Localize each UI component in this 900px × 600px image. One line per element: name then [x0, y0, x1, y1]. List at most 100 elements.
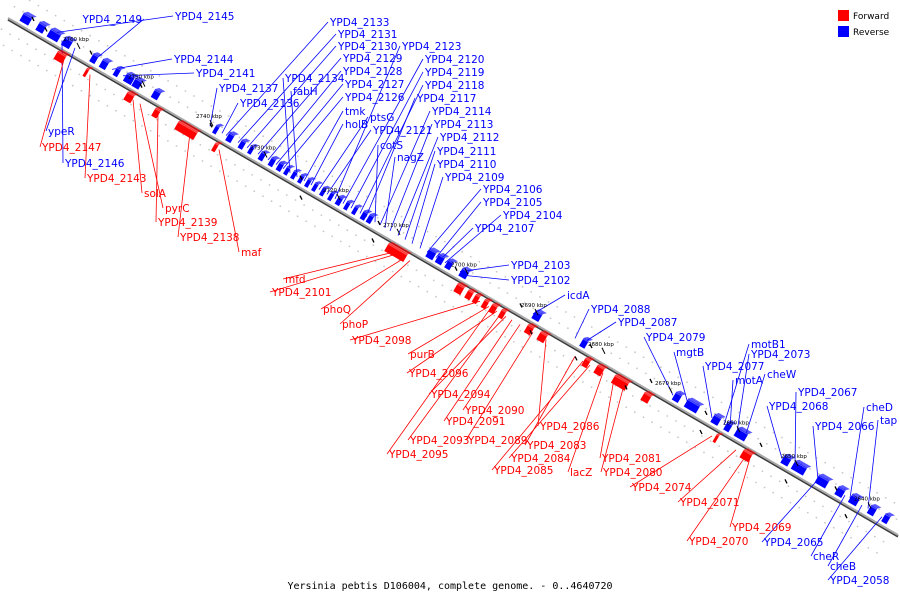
track-dot — [692, 430, 695, 432]
track-dot — [45, 69, 48, 72]
leader-line — [406, 310, 498, 374]
gene-label: YPD4_2067 — [797, 387, 857, 399]
track-dot — [97, 99, 100, 102]
track-dot — [374, 260, 377, 263]
reverse-gene — [112, 65, 126, 78]
track-dot — [634, 351, 636, 354]
track-dot — [512, 341, 515, 343]
track-dot — [737, 411, 740, 414]
leader-line — [729, 379, 734, 429]
track-dot — [616, 341, 619, 343]
gene-label: YPD4_2112 — [439, 132, 499, 144]
track-dot — [201, 160, 204, 162]
track-dot — [519, 329, 522, 332]
gene-label: YPD4_2130 — [337, 41, 397, 53]
track-dot — [383, 265, 385, 268]
track-dot — [285, 194, 288, 196]
reverse-gene — [131, 76, 147, 90]
track-dot — [443, 300, 446, 303]
track-dot — [130, 103, 133, 106]
track-dot — [813, 500, 816, 503]
forward-gene — [523, 323, 539, 336]
track-dot — [184, 150, 187, 152]
leader-line — [428, 316, 507, 395]
track-dot — [98, 39, 100, 42]
leader-line — [766, 405, 783, 459]
track-dot — [746, 476, 749, 479]
track-dot — [461, 310, 463, 313]
track-dot — [670, 387, 673, 390]
track-dot — [605, 380, 608, 382]
track-dot — [296, 215, 299, 218]
reverse-gene — [814, 473, 834, 489]
gene-label: YPD4_2138 — [179, 232, 239, 244]
track-dot — [833, 466, 835, 469]
gene-label: lacZ — [570, 467, 592, 479]
forward-gene — [593, 363, 609, 377]
leader-line — [334, 45, 401, 200]
track-dot — [856, 525, 859, 528]
kbp-tick-label: 2680 kbp — [588, 342, 614, 348]
reverse-gene — [881, 512, 895, 525]
track-dot — [164, 123, 167, 126]
reverse-gene — [267, 155, 281, 168]
track-dot — [755, 421, 757, 424]
gene-label: YPD4_2085 — [493, 465, 553, 477]
kbp-tick-mark — [534, 308, 539, 316]
leader-line — [673, 351, 689, 405]
track-dot — [253, 190, 256, 193]
track-dot — [435, 295, 437, 298]
kbp-tick-label: 2720 kbp — [323, 188, 349, 194]
reverse-gene — [351, 204, 364, 216]
leader-line — [139, 103, 164, 209]
leader-line — [84, 74, 91, 179]
track-dot — [737, 471, 740, 474]
gene-label: YPD4_2087 — [617, 317, 677, 329]
leader-line — [794, 391, 797, 467]
track-dot — [675, 420, 677, 422]
leader-line — [132, 99, 143, 194]
track-dot — [657, 410, 660, 412]
leader-line — [407, 313, 502, 441]
track-dot — [841, 531, 844, 534]
gene-label: YPD4_2091 — [445, 416, 505, 428]
leader-line — [426, 188, 482, 253]
track-dot — [539, 296, 541, 298]
forward-gene — [123, 90, 139, 104]
track-dot — [322, 170, 325, 173]
track-dot — [532, 307, 535, 309]
track-dot — [115, 109, 117, 112]
track-dot — [458, 294, 461, 297]
track-dot — [13, 5, 16, 8]
track-dot — [608, 336, 610, 338]
gene-label: YPD4_2127 — [344, 79, 404, 91]
gene-label: pyrC — [165, 203, 190, 215]
gene-label: YPD4_2128 — [342, 66, 402, 78]
leader-line — [303, 110, 344, 182]
reverse-gene — [780, 453, 796, 467]
track-dot — [809, 468, 811, 470]
kbp-tick-label: 2660 kbp — [723, 420, 749, 426]
kbp-tick-mark — [867, 502, 872, 509]
track-dot — [203, 116, 206, 119]
feature-mark — [649, 378, 653, 384]
kbp-tick-label: 2730 kbp — [250, 146, 276, 152]
gene-label: YPD4_2070 — [688, 536, 748, 548]
track-dot — [755, 481, 757, 484]
track-dot — [201, 100, 204, 102]
leader-line — [218, 149, 240, 253]
reverse-gene — [35, 20, 51, 34]
forward-gene — [739, 448, 757, 463]
map-caption: Yersinia pebtis D106004, complete genome… — [287, 581, 612, 592]
track-dot — [54, 14, 57, 17]
kbp-tick-label: 2740 kbp — [196, 114, 222, 120]
track-dot — [381, 249, 383, 252]
feature-mark — [844, 513, 848, 519]
gene-labels: YPD4_2149 YPD4_2145 YPD4_2144 YPD4_2141 YPD4… — [41, 11, 898, 587]
track-dot — [95, 83, 98, 86]
track-dot — [193, 95, 195, 97]
track-dot — [402, 231, 405, 234]
track-dot — [817, 473, 820, 475]
track-dot — [46, 9, 48, 12]
gene-label: YPD4_2093 — [409, 435, 469, 447]
